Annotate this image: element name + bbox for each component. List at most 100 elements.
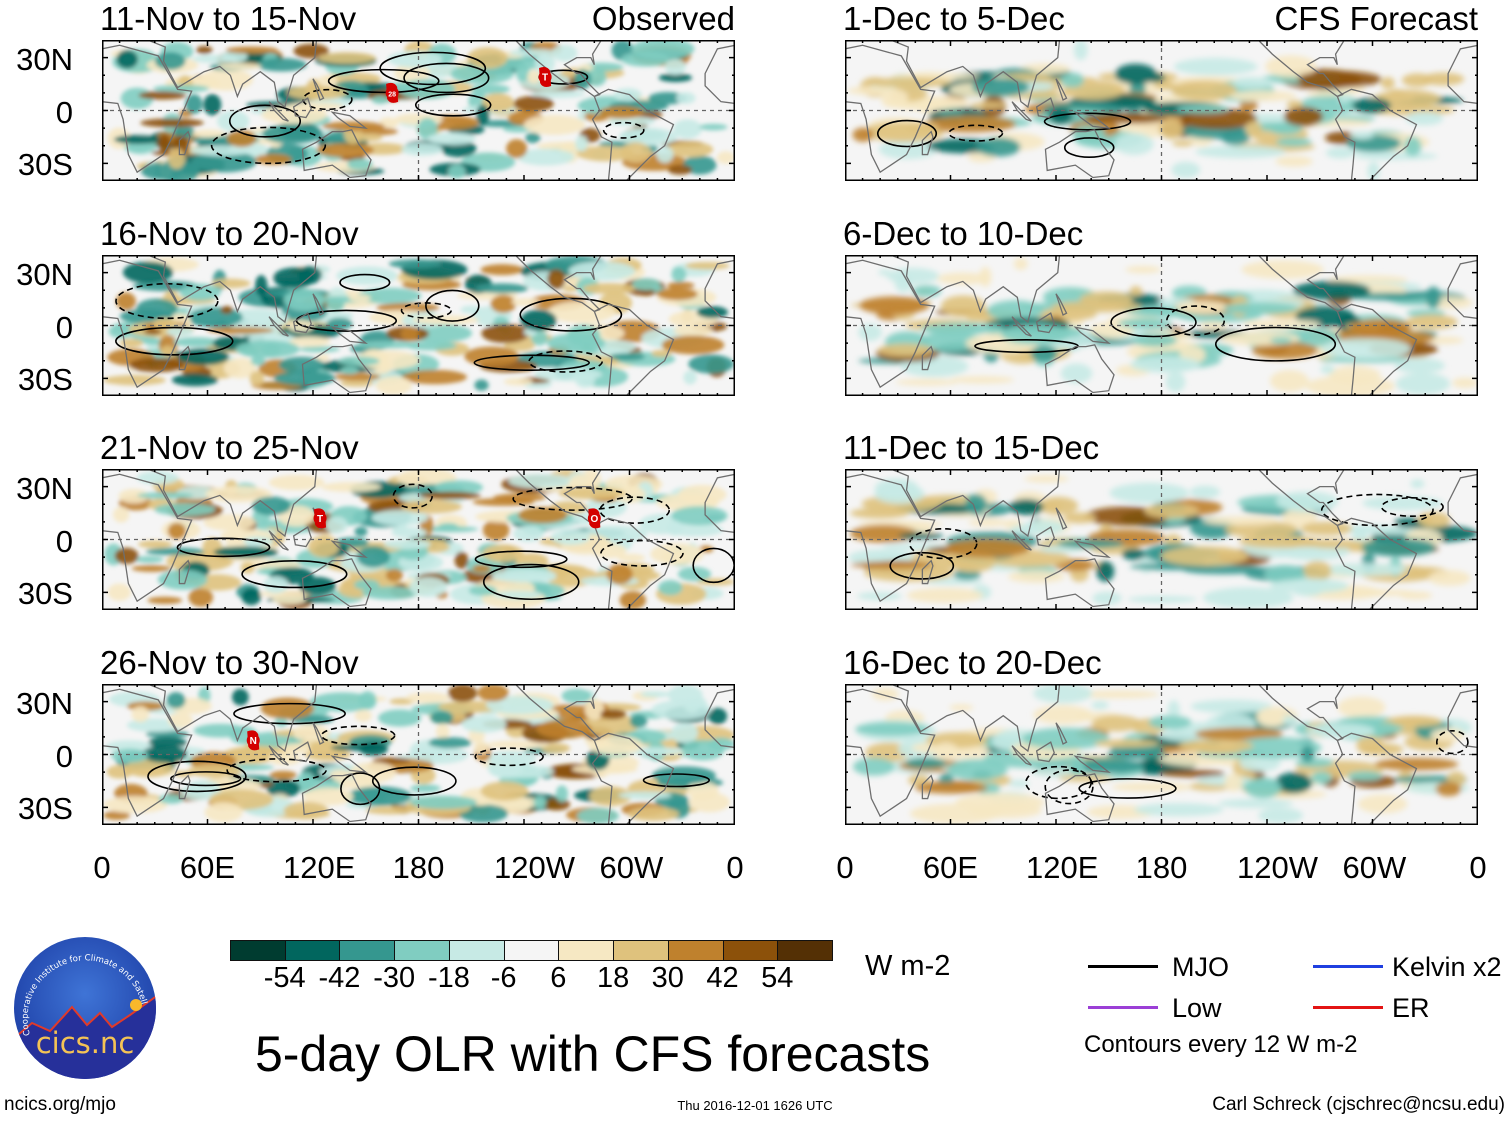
mjo-contour <box>371 766 457 796</box>
coastline <box>178 774 191 800</box>
olr-anomaly-patch <box>1406 314 1458 330</box>
coastline <box>1055 78 1068 101</box>
olr-anomaly-patch <box>1077 690 1160 699</box>
map-panel-1: 28 T <box>102 40 735 181</box>
coastlines <box>102 255 735 396</box>
colorbar-units: W m-2 <box>865 950 951 982</box>
olr-anomaly-patch <box>358 741 388 756</box>
coastline <box>1447 44 1478 173</box>
olr-anomaly-patch <box>850 507 910 519</box>
lon-label: 120W <box>1237 850 1318 885</box>
olr-anomaly-patch <box>657 287 698 301</box>
olr-anomaly-patch <box>354 526 368 537</box>
mjo-contour <box>233 702 346 725</box>
olr-anomaly-patch <box>1160 546 1249 567</box>
olr-anomaly-patch <box>448 684 478 703</box>
olr-anomaly-patch <box>920 331 982 352</box>
olr-anomaly-patch <box>1303 560 1332 581</box>
olr-anomaly-patch <box>1404 136 1422 157</box>
mjo-contour <box>599 496 671 524</box>
olr-anomaly-patch <box>1362 495 1444 511</box>
colorbar-tick-label: 6 <box>550 962 567 994</box>
olr-anomaly-patch <box>1305 375 1395 396</box>
axis-ticks <box>845 684 1478 825</box>
olr-anomaly-shading <box>103 255 734 395</box>
olr-anomaly-patch <box>658 580 683 596</box>
olr-anomaly-patch <box>1229 90 1296 102</box>
olr-anomaly-patch <box>487 740 548 750</box>
olr-anomaly-patch <box>1244 777 1282 799</box>
olr-anomaly-patch <box>1374 89 1441 108</box>
tropical-cyclone-marker: T <box>538 67 552 88</box>
olr-anomaly-patch <box>1109 482 1189 504</box>
olr-anomaly-patch <box>365 806 414 815</box>
mjo-contour <box>392 483 433 509</box>
olr-anomaly-patch <box>157 569 208 590</box>
olr-anomaly-patch <box>914 781 988 794</box>
colorbar-swatch <box>613 940 669 961</box>
olr-anomaly-patch <box>1013 257 1028 271</box>
colorbar-tick-label: -54 <box>263 962 306 994</box>
olr-anomaly-patch <box>293 43 329 59</box>
olr-anomaly-patch <box>122 261 174 284</box>
coastline <box>1334 732 1418 825</box>
lon-label: 180 <box>392 850 445 885</box>
olr-anomaly-patch <box>1173 57 1258 76</box>
olr-anomaly-patch <box>401 142 443 156</box>
olr-anomaly-patch <box>1311 771 1332 785</box>
coastline <box>514 684 603 742</box>
olr-anomaly-patch <box>1121 548 1146 560</box>
olr-anomaly-patch <box>114 547 139 564</box>
coastline <box>268 745 289 766</box>
footer-url[interactable]: ncics.org/mjo <box>4 1094 116 1115</box>
coastline <box>1035 526 1055 548</box>
olr-anomaly-patch <box>571 764 638 774</box>
tropical-cyclone-marker: T <box>313 508 327 529</box>
olr-anomaly-patch <box>166 692 186 709</box>
olr-anomaly-patch <box>699 123 728 131</box>
olr-anomaly-patch <box>534 53 556 73</box>
olr-anomaly-patch <box>464 346 520 367</box>
map-panel-4: N <box>102 684 735 825</box>
olr-anomaly-patch <box>671 266 687 283</box>
olr-anomaly-patch <box>947 758 1008 781</box>
olr-anomaly-patch <box>317 52 376 64</box>
olr-anomaly-patch <box>482 544 524 563</box>
olr-anomaly-patch <box>361 586 419 600</box>
olr-anomaly-patch <box>516 148 575 166</box>
olr-anomaly-patch <box>205 485 272 503</box>
olr-anomaly-patch <box>1361 538 1436 557</box>
olr-anomaly-patch <box>865 77 951 88</box>
olr-anomaly-patch <box>1218 798 1294 809</box>
olr-anomaly-patch <box>673 325 714 337</box>
olr-anomaly-patch <box>658 73 693 83</box>
olr-anomaly-patch <box>850 561 934 569</box>
lat-label: 30N <box>16 685 73 721</box>
olr-anomaly-patch <box>886 267 940 285</box>
olr-anomaly-patch <box>154 502 216 516</box>
mjo-contour <box>414 93 492 117</box>
olr-anomaly-patch <box>666 141 714 158</box>
olr-anomaly-patch <box>858 323 882 342</box>
olr-anomaly-patch <box>204 802 243 823</box>
olr-anomaly-patch <box>1325 147 1355 159</box>
olr-anomaly-patch <box>937 272 989 285</box>
mjo-contour <box>1380 496 1444 517</box>
olr-anomaly-patch <box>1033 684 1093 704</box>
mjo-contour <box>176 537 271 558</box>
olr-anomaly-patch <box>878 269 892 276</box>
coastline <box>514 255 603 313</box>
olr-anomaly-patch <box>372 757 411 764</box>
forecast-label: CFS Forecast <box>1274 0 1478 37</box>
olr-anomaly-patch <box>1160 769 1225 778</box>
coastline <box>1044 344 1115 394</box>
coastline <box>1055 507 1068 530</box>
olr-anomaly-patch <box>283 801 329 820</box>
olr-anomaly-patch <box>1321 338 1412 360</box>
author-credit: Carl Schreck (cjschrec@ncsu.edu) <box>1212 1094 1505 1115</box>
coastline <box>704 473 735 602</box>
lon-label: 60E <box>179 850 236 885</box>
mjo-contour <box>474 550 568 569</box>
olr-anomaly-patch <box>145 730 189 739</box>
